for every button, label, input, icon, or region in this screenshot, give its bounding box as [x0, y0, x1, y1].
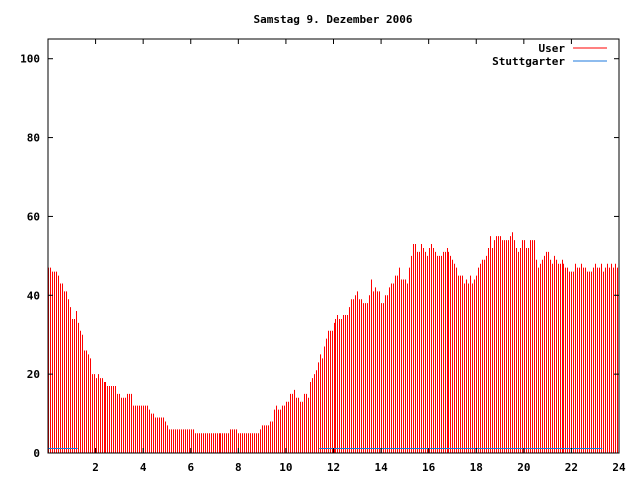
legend: User Stuttgarter: [492, 42, 607, 68]
x-axis: 2 4 6 8 10 12 14 16 18 20 22 24: [92, 39, 626, 474]
plot-frame: [47, 38, 620, 454]
legend-label-user: User: [539, 42, 566, 55]
legend-label-stuttgarter: Stuttgarter: [492, 55, 565, 68]
x-tick-label: 12: [327, 461, 340, 474]
x-tick-label: 10: [279, 461, 292, 474]
y-tick-label: 80: [27, 132, 40, 145]
x-tick-label: 8: [235, 461, 242, 474]
x-tick-label: 20: [517, 461, 530, 474]
x-tick-label: 14: [374, 461, 388, 474]
x-tick-label: 4: [140, 461, 147, 474]
y-tick-label: 100: [20, 53, 40, 66]
x-tick-label: 24: [612, 461, 626, 474]
user-bars: [48, 232, 618, 453]
y-tick-label: 40: [27, 289, 40, 302]
y-tick-label: 0: [33, 447, 40, 460]
y-tick-label: 60: [27, 210, 40, 223]
y-axis: 0 20 40 60 80 100: [20, 53, 619, 460]
x-tick-label: 6: [187, 461, 194, 474]
x-tick-label: 16: [422, 461, 436, 474]
x-tick-label: 18: [470, 461, 483, 474]
y-tick-label: 20: [27, 368, 40, 381]
x-tick-label: 2: [92, 461, 99, 474]
chart-title: Samstag 9. Dezember 2006: [254, 13, 413, 26]
x-tick-label: 22: [565, 461, 578, 474]
